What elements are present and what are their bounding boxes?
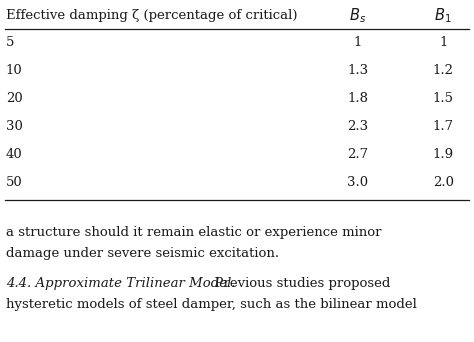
Text: 1.3: 1.3 [347,64,368,77]
Text: 5: 5 [6,36,14,49]
Text: damage under severe seismic excitation.: damage under severe seismic excitation. [6,247,279,260]
Text: 1: 1 [439,36,447,49]
Text: 1.2: 1.2 [433,64,454,77]
Text: 20: 20 [6,92,22,105]
Text: 10: 10 [6,64,22,77]
Text: 3.0: 3.0 [347,176,368,189]
Text: 1.9: 1.9 [433,148,454,161]
Text: hysteretic models of steel damper, such as the bilinear model: hysteretic models of steel damper, such … [6,298,417,311]
Text: 2.7: 2.7 [347,148,368,161]
Text: 40: 40 [6,148,22,161]
Text: 1: 1 [354,36,362,49]
Text: 30: 30 [6,120,23,133]
Text: 1.8: 1.8 [347,92,368,105]
Text: Previous studies proposed: Previous studies proposed [206,277,391,290]
Text: Effective damping ζ (percentage of critical): Effective damping ζ (percentage of criti… [6,9,297,22]
Text: 1.7: 1.7 [433,120,454,133]
Text: 50: 50 [6,176,22,189]
Text: 1.5: 1.5 [433,92,454,105]
Text: $\mathit{B}_1$: $\mathit{B}_1$ [435,6,452,25]
Text: 2.0: 2.0 [433,176,454,189]
Text: 4.4. Approximate Trilinear Model.: 4.4. Approximate Trilinear Model. [6,277,235,290]
Text: $\mathit{B}_s$: $\mathit{B}_s$ [349,6,366,25]
Text: 2.3: 2.3 [347,120,368,133]
Text: a structure should it remain elastic or experience minor: a structure should it remain elastic or … [6,226,381,239]
